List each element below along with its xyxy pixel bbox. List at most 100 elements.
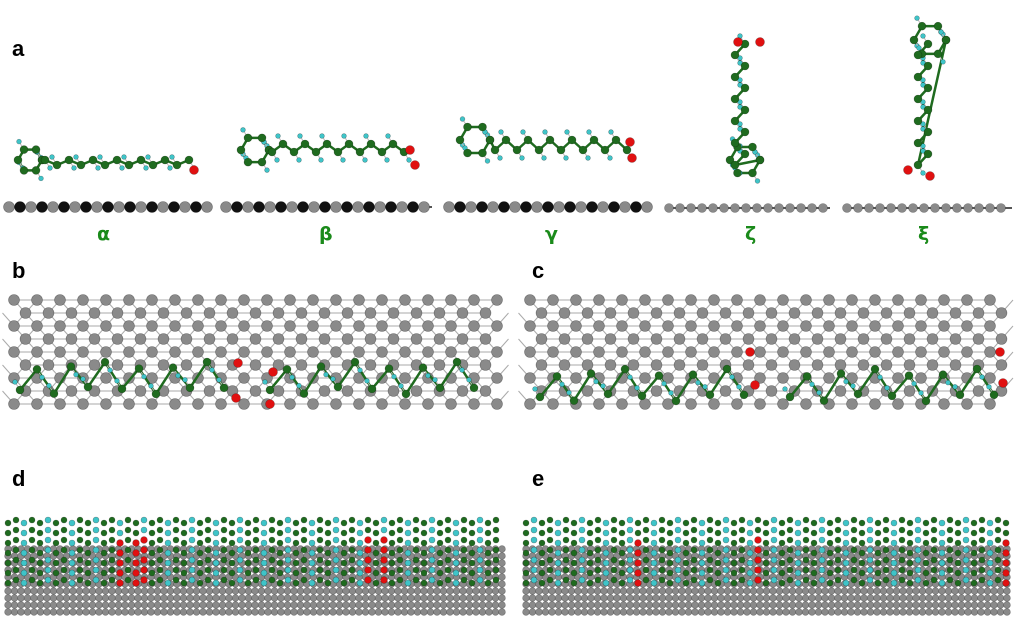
atom: [372, 519, 380, 527]
carbon-atom-graphene: [723, 601, 732, 609]
carbon-atom-graphene: [957, 587, 966, 595]
panel-label-b: b: [12, 258, 26, 283]
carbon-atom-graphene: [662, 294, 674, 306]
carbon-atom-graphene: [697, 203, 707, 213]
carbon-atom-graphene: [873, 594, 881, 602]
carbon-atom-graphene: [75, 594, 84, 602]
carbon-atom-graphene: [860, 608, 868, 616]
atom: [786, 536, 794, 544]
atom: [356, 579, 364, 587]
atom: [332, 526, 340, 534]
carbon-atom-graphene: [564, 201, 576, 213]
carbon-atom: [923, 127, 933, 137]
carbon-atom-graphene: [938, 601, 946, 609]
hydrogen-atom: [916, 45, 922, 51]
carbon-atom-graphene: [949, 307, 962, 319]
atom: [826, 579, 834, 587]
atom: [348, 536, 356, 544]
atom: [930, 576, 938, 584]
atom: [642, 576, 650, 584]
carbon-atom-graphene: [554, 587, 563, 595]
atom: [530, 526, 538, 534]
atom: [698, 549, 706, 557]
carbon-atom-graphene: [95, 594, 103, 602]
panel-label-d: d: [12, 466, 26, 491]
carbon-atom-graphene: [821, 608, 829, 616]
atom: [890, 579, 898, 587]
atom: [554, 579, 562, 587]
atom: [650, 539, 658, 547]
atom: [986, 529, 994, 537]
carbon-atom-graphene: [69, 601, 77, 609]
carbon-atom-graphene: [88, 333, 101, 345]
carbon-atom-graphene: [433, 601, 441, 609]
carbon-atom: [740, 61, 750, 71]
carbon-atom-graphene: [742, 333, 755, 345]
oxygen-atom: [364, 566, 372, 574]
carbon-atom-graphene: [335, 594, 344, 602]
carbon-atom-graphene: [355, 594, 363, 602]
carbon-atom-graphene: [147, 608, 155, 616]
atom: [858, 519, 866, 527]
carbon-atom-graphene: [749, 587, 758, 595]
oxygen-atom: [634, 549, 642, 557]
atom: [594, 516, 602, 524]
carbon-atom-graphene: [857, 333, 870, 345]
carbon-atom: [40, 155, 50, 165]
carbon-atom-graphene: [100, 346, 112, 358]
carbon-atom-graphene: [903, 333, 916, 345]
atom: [356, 539, 364, 547]
carbon-atom-graphene: [938, 320, 950, 332]
atom: [730, 579, 738, 587]
atom: [618, 529, 626, 537]
atom: [922, 539, 930, 547]
atom: [746, 559, 754, 567]
carbon-atom-graphene: [769, 587, 777, 595]
bond: [539, 375, 558, 398]
carbon-atom-graphene: [54, 320, 66, 332]
carbon-atom-graphene: [56, 594, 64, 602]
atom: [642, 556, 650, 564]
carbon-atom-graphene: [290, 601, 298, 609]
carbon-atom-graphene: [823, 346, 835, 358]
carbon-atom-graphene: [685, 294, 697, 306]
carbon-atom-graphene: [485, 587, 493, 595]
carbon-atom-graphene: [284, 398, 296, 410]
carbon-atom-graphene: [19, 333, 32, 345]
carbon-atom-graphene: [498, 594, 506, 602]
carbon-atom: [401, 389, 411, 399]
atom: [180, 569, 188, 577]
atom: [292, 549, 300, 557]
carbon-atom-graphene: [134, 594, 142, 602]
carbon-atom-graphene: [717, 594, 725, 602]
carbon-atom-graphene: [452, 594, 461, 602]
atom: [602, 569, 610, 577]
carbon-atom-graphene: [847, 587, 855, 595]
carbon-atom-graphene: [251, 594, 259, 602]
carbon-atom-graphene: [807, 203, 817, 213]
bond: [154, 366, 175, 395]
oxygen-atom: [754, 546, 762, 554]
carbon-atom-graphene: [708, 294, 720, 306]
carbon-atom: [501, 135, 511, 145]
atom: [332, 566, 340, 574]
hydrogen-atom: [319, 133, 325, 139]
carbon-atom-graphene: [574, 587, 582, 595]
atom: [156, 546, 164, 554]
hydrogen-atom: [398, 383, 404, 389]
atom: [452, 519, 460, 527]
carbon-atom-graphene: [49, 587, 58, 595]
hydrogen-atom: [297, 133, 303, 139]
carbon-atom-graphene: [879, 601, 888, 609]
carbon-atom-graphene: [420, 608, 428, 616]
carbon-atom-graphene: [788, 601, 797, 609]
atom: [818, 576, 826, 584]
carbon-atom: [955, 390, 965, 400]
atom: [818, 516, 826, 524]
atom: [84, 519, 92, 527]
carbon-atom-graphene: [445, 294, 457, 306]
carbon-atom-graphene: [180, 359, 193, 371]
carbon-atom-graphene: [88, 608, 97, 616]
carbon-atom-graphene: [587, 594, 595, 602]
carbon-atom-graphene: [509, 201, 521, 213]
